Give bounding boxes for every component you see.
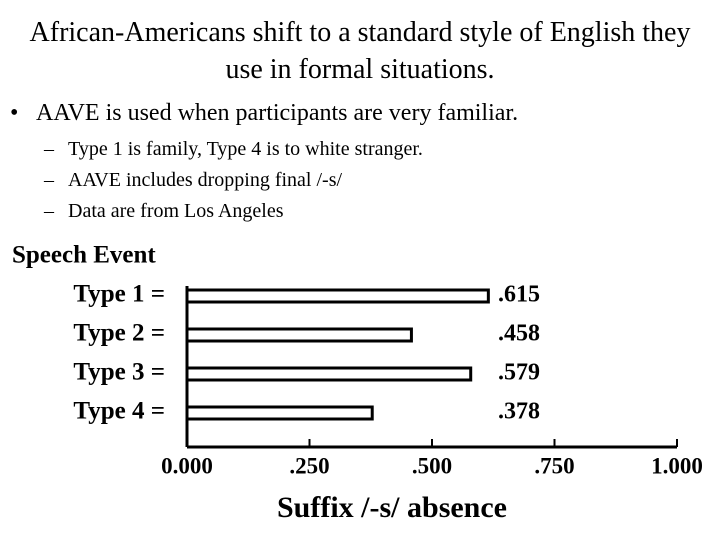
bullet: • AAVE is used when participants are very…	[10, 100, 519, 126]
bar	[185, 405, 374, 421]
x-tick-label: .750	[534, 453, 574, 478]
slide-title: African-Americans shift to a standard st…	[29, 17, 691, 85]
bar	[185, 288, 490, 304]
x-tick-label: .500	[412, 453, 452, 478]
sub-bullet: – Data are from Los Angeles	[44, 200, 284, 222]
sub-bullet-text: Type 1 is family, Type 4 is to white str…	[68, 138, 423, 160]
sub-bullet: – AAVE includes dropping final /-s/	[44, 169, 343, 191]
y-axis-title: Speech Event	[12, 242, 156, 269]
value-label: .615	[498, 282, 540, 308]
sub-bullet: – Type 1 is family, Type 4 is to white st…	[44, 138, 423, 160]
x-tick-label: 0.000	[161, 453, 213, 478]
x-axis-title: Suffix /-s/ absence	[277, 491, 507, 524]
value-label: .458	[498, 321, 540, 347]
y-tick-label: Type 3 =	[73, 359, 165, 386]
y-tick-label: Type 2 =	[73, 320, 165, 347]
sub-bullet-text: AAVE includes dropping final /-s/	[68, 169, 343, 191]
value-label: .579	[498, 360, 540, 386]
bullet-text: AAVE is used when participants are very …	[36, 100, 519, 126]
y-tick-label: Type 4 =	[73, 398, 165, 425]
value-label: .378	[498, 399, 540, 425]
y-tick-label: Type 1 =	[73, 281, 165, 308]
sub-bullet-text: Data are from Los Angeles	[68, 200, 284, 222]
x-tick-label: .250	[289, 453, 329, 478]
bar	[185, 366, 473, 382]
bar	[185, 327, 413, 343]
x-tick-label: 1.000	[651, 453, 703, 478]
